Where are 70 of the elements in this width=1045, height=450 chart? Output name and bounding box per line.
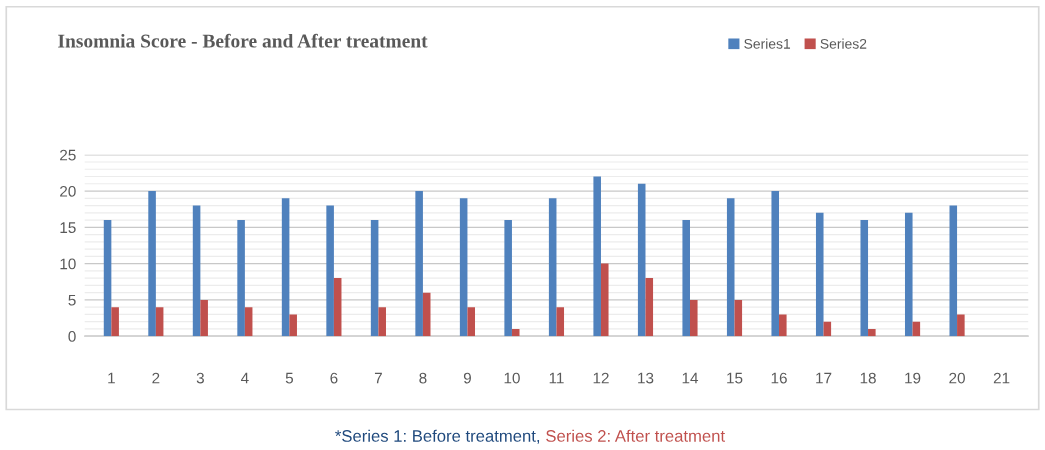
bar	[726, 198, 735, 337]
x-tick-label: 13	[638, 372, 654, 384]
bar	[593, 176, 601, 337]
bar	[244, 307, 253, 337]
bar	[378, 307, 386, 337]
x-tick-label: 21	[993, 372, 1010, 384]
bar	[422, 292, 431, 337]
x-tick-label: 8	[419, 372, 427, 384]
x-tick-label: 19	[905, 372, 921, 384]
x-tick-label: 20	[949, 372, 965, 384]
y-tick-label: 5	[68, 294, 76, 306]
bar	[556, 307, 565, 337]
bar	[103, 220, 112, 337]
bar	[155, 307, 164, 337]
bar	[548, 198, 557, 337]
bar	[504, 220, 512, 337]
x-tick-label: 15	[727, 372, 743, 384]
bar	[771, 191, 780, 337]
bar	[949, 205, 958, 337]
bar	[467, 307, 476, 337]
y-tick-label: 10	[60, 258, 76, 270]
bar	[957, 314, 965, 337]
bar	[815, 212, 824, 337]
bar	[690, 299, 698, 337]
x-tick-label: 16	[771, 372, 787, 384]
y-tick-label: 20	[60, 185, 76, 197]
y-tick-label: 25	[60, 149, 76, 161]
bar	[289, 314, 297, 337]
x-tick-label: 4	[240, 372, 249, 384]
bar	[734, 299, 743, 337]
bar	[860, 220, 869, 337]
bar	[682, 220, 690, 337]
x-tick-label: 5	[285, 372, 293, 384]
x-tick-label: 10	[504, 372, 520, 384]
bar	[779, 314, 787, 337]
bar	[637, 183, 646, 337]
y-tick-label: 15	[60, 222, 76, 234]
text: Series 2: After treatment	[546, 429, 725, 442]
bar	[326, 205, 334, 337]
bar	[192, 205, 201, 337]
x-tick-label: 17	[816, 372, 832, 384]
x-tick-label: 2	[152, 372, 160, 384]
x-tick-label: 3	[196, 372, 204, 384]
x-tick-label: 7	[374, 372, 382, 384]
bar	[200, 299, 208, 337]
text: *Series 1: Before treatment,	[335, 429, 540, 444]
legend-label: Series1	[744, 38, 791, 49]
bar	[148, 191, 156, 337]
x-tick-label: 1	[108, 372, 115, 384]
bar	[415, 191, 423, 337]
legend-label: Series2	[820, 38, 867, 49]
bar	[111, 307, 119, 337]
x-tick-label: 6	[330, 372, 338, 384]
bar	[281, 198, 290, 337]
chart-title: Insomnia Score - Before and After treatment	[58, 33, 428, 48]
x-tick-label: 12	[593, 372, 609, 384]
x-tick-label: 11	[549, 372, 564, 384]
bar	[645, 278, 654, 337]
bar	[511, 328, 520, 337]
bar	[904, 212, 913, 337]
x-tick-label: 14	[682, 372, 699, 384]
y-tick-label: 0	[68, 331, 76, 342]
bar	[333, 278, 342, 337]
bar	[600, 263, 609, 337]
bar	[459, 198, 468, 337]
bar	[868, 328, 876, 337]
bar	[370, 220, 379, 337]
bar	[237, 220, 245, 337]
x-tick-label: 18	[860, 372, 876, 384]
x-tick-label: 9	[463, 372, 471, 384]
